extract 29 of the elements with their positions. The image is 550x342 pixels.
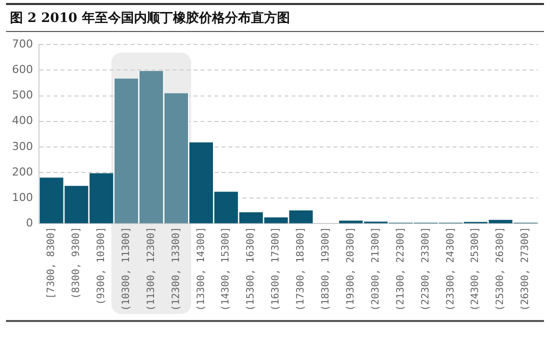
y-tick-label: 0 bbox=[26, 216, 33, 230]
y-tick-label: 600 bbox=[12, 63, 33, 76]
y-tick-label: 400 bbox=[12, 114, 33, 128]
y-tick-label: 700 bbox=[12, 37, 33, 50]
x-tick-label: (10300, 11300] bbox=[120, 226, 132, 312]
y-tick-label: 200 bbox=[12, 165, 33, 178]
x-tick-label: (13300, 14300] bbox=[196, 226, 207, 312]
chart-title: 图 2 2010 年至今国内顺丁橡胶价格分布直方图 bbox=[6, 3, 544, 32]
x-tick-label: (9300, 10300] bbox=[96, 226, 107, 305]
x-tick-label: (23300, 24300] bbox=[445, 226, 456, 312]
x-tick-label: (22300, 23300] bbox=[420, 226, 432, 312]
x-tick-label: [7300, 8300] bbox=[46, 226, 58, 299]
x-tick-label: (24300, 25300] bbox=[470, 226, 482, 312]
x-tick-label: (21300, 22300] bbox=[395, 226, 406, 312]
x-tick-label: (15300, 16300] bbox=[246, 226, 257, 312]
x-tick-label: (26300, 27300] bbox=[520, 226, 532, 312]
x-tick-label: (17300, 18300] bbox=[296, 226, 307, 312]
x-tick-label: (19300, 20300] bbox=[345, 226, 356, 312]
y-tick-label: 500 bbox=[12, 88, 33, 102]
x-tick-label: (14300, 15300] bbox=[220, 226, 232, 312]
x-tick-label: (25300, 26300] bbox=[495, 226, 506, 312]
x-tick-label: (18300, 19300] bbox=[320, 226, 332, 312]
x-tick-label: (8300, 9300] bbox=[71, 226, 82, 299]
x-tick-label: (12300, 13300] bbox=[170, 226, 182, 312]
y-tick-label: 300 bbox=[12, 140, 33, 153]
x-tick-label: (20300, 21300] bbox=[370, 226, 382, 312]
x-tick-label: (16300, 17300] bbox=[270, 226, 282, 312]
x-tick-label: (11300, 12300] bbox=[146, 226, 157, 312]
y-tick-label: 100 bbox=[12, 190, 33, 204]
